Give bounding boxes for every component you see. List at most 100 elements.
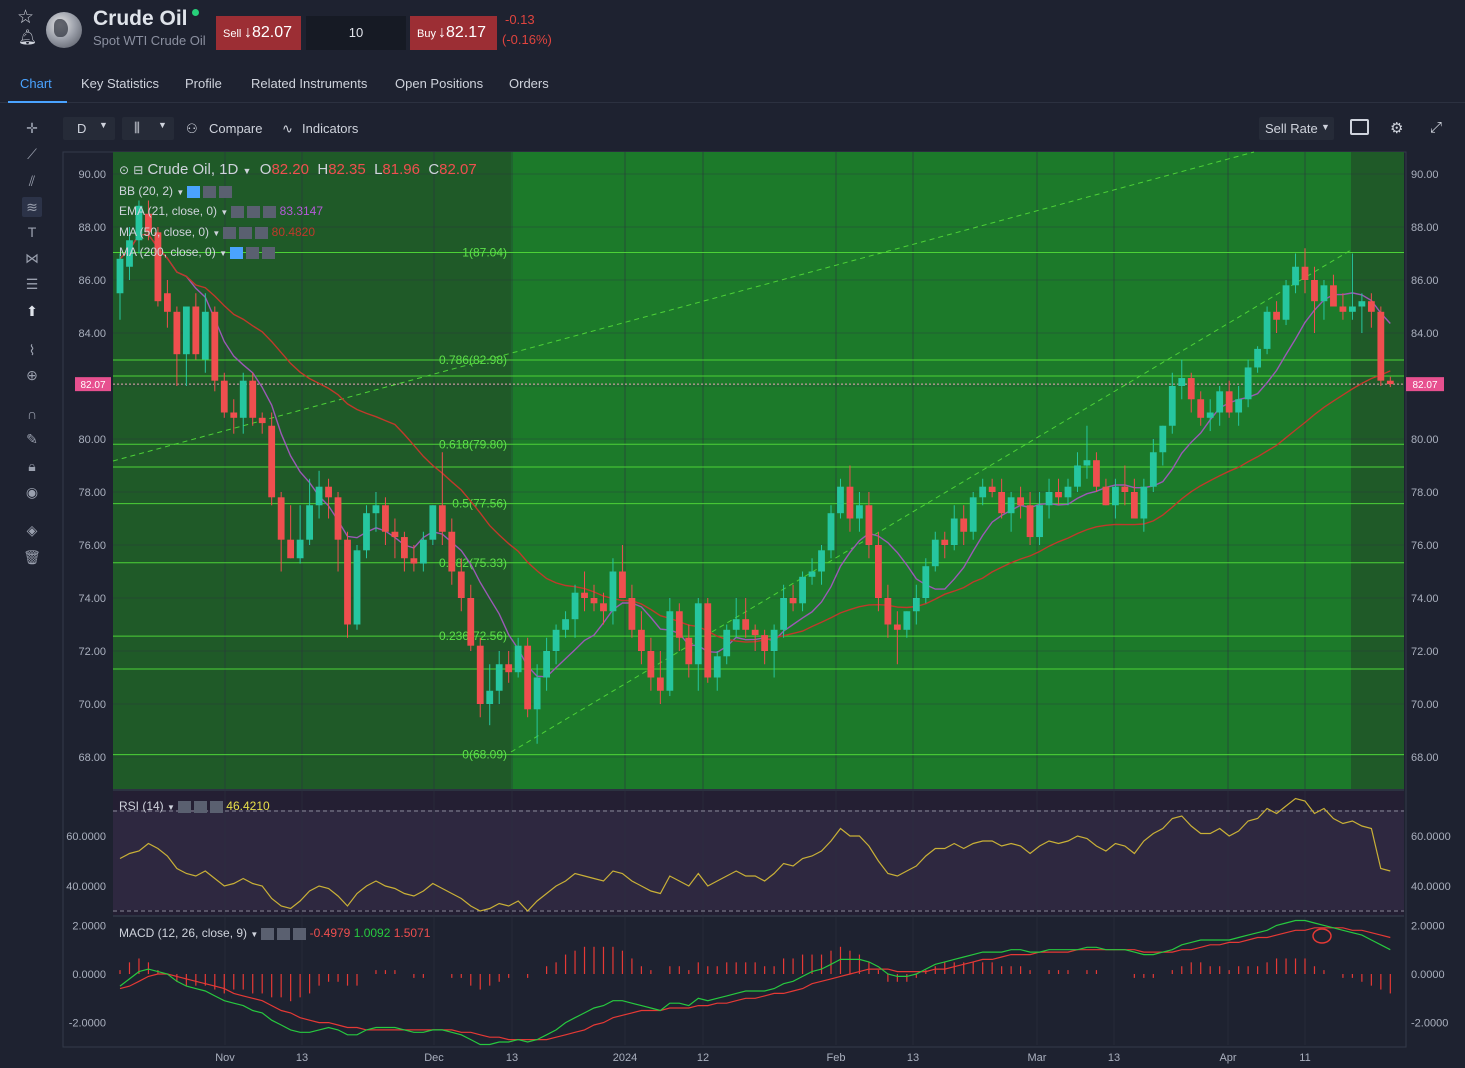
tab-open-positions[interactable]: Open Positions (395, 76, 484, 91)
fullscreen-icon[interactable]: ⤢ (1430, 119, 1443, 136)
candle-body (922, 566, 930, 598)
candle-body (1225, 391, 1233, 413)
tab-key-statistics[interactable]: Key Statistics (81, 76, 160, 91)
compare-button[interactable]: Compare (209, 121, 263, 136)
candle-body (1301, 266, 1309, 280)
indicators-icon: ∿ (282, 121, 293, 136)
bell-icon[interactable]: 🔔︎ (18, 29, 38, 46)
pencil-lock-icon[interactable]: ✎ (26, 431, 38, 447)
magnet-icon[interactable]: ∩ (26, 406, 38, 422)
chevron-down-icon: ▼ (158, 120, 167, 130)
quantity-input[interactable]: 10 (306, 16, 406, 50)
candle-body (495, 664, 503, 691)
y-tick-label: 68.00 (1411, 752, 1439, 764)
indicators-button[interactable]: Indicators (302, 121, 359, 136)
eye-icon[interactable]: ◉ (25, 484, 39, 500)
layers-icon[interactable]: ◈ (26, 522, 38, 538)
projection-icon[interactable]: ☰ (25, 276, 39, 292)
ma50-indicator[interactable]: MA (50, close, 0) ▼ 80.4820 (119, 225, 316, 239)
tab-chart[interactable]: Chart (20, 76, 52, 91)
fib-level-label: 0.786(82.98) (439, 353, 507, 367)
candle-body (666, 611, 674, 691)
bb-indicator[interactable]: BB (20, 2) ▼ (119, 184, 233, 198)
tab-related-instruments[interactable]: Related Instruments (251, 76, 368, 91)
candle-body (1159, 425, 1167, 453)
x-tick-label: Feb (827, 1052, 846, 1064)
candle-body (903, 611, 911, 630)
candle-body (1273, 311, 1280, 320)
hide-icon[interactable]: ⊟ (133, 163, 144, 177)
y-tick-label: 78.00 (1411, 487, 1439, 499)
fib-level-label: 0.5(77.56) (452, 497, 507, 511)
zoom-icon[interactable]: ⊕ (26, 367, 38, 383)
ema-indicator[interactable]: EMA (21, close, 0) ▼ 83.3147 (119, 204, 324, 218)
lock-icon[interactable]: 🔒︎ (28, 458, 36, 474)
text-icon[interactable]: T (27, 224, 37, 240)
candle-body (647, 651, 655, 678)
high-value: 82.35 (328, 161, 366, 178)
macd-tick-label: 0.0000 (1411, 969, 1445, 981)
candle-body (865, 505, 873, 545)
x-tick-label: 2024 (613, 1052, 637, 1064)
price-tag-right (1406, 377, 1444, 392)
candlestick-icon: ⫼ (134, 120, 140, 135)
arrow-up-icon[interactable]: ⬆ (26, 303, 38, 319)
candle-body (391, 531, 399, 538)
y-tick-label: 72.00 (78, 646, 106, 658)
tab-orders[interactable]: Orders (509, 76, 549, 91)
rate-select[interactable]: Sell Rate ▼ (1259, 117, 1334, 140)
fibonacci-icon[interactable]: ≋ (22, 197, 42, 217)
candle-body (742, 619, 750, 630)
candle-body (912, 598, 920, 612)
rsi-value: 46.4210 (226, 799, 270, 813)
candle-body (751, 629, 759, 636)
timeframe-select[interactable]: D ▼ (63, 117, 115, 140)
candle-body (419, 539, 427, 564)
macd-indicator[interactable]: MACD (12, 26, close, 9) ▼ -0.4979 1.0092… (119, 926, 431, 940)
trend-line-icon[interactable]: ⟋ (27, 146, 37, 162)
sell-button[interactable]: Sell ↓82.07 (216, 16, 301, 50)
chart-symbol[interactable]: Crude Oil, 1D (147, 161, 239, 178)
fib-level-label: 1(87.04) (462, 245, 507, 259)
instrument-header: ☆ 🔔︎ Crude Oil Spot WTI Crude Oil Sell ↓… (0, 0, 1465, 60)
candle-body (1055, 492, 1062, 498)
candle-body (1244, 367, 1252, 400)
candle-body (656, 677, 664, 691)
gear-icon[interactable]: ⚙ (1390, 120, 1404, 137)
ma50-value: 80.4820 (271, 225, 316, 239)
y-tick-label: 76.00 (78, 540, 106, 552)
ruler-icon[interactable]: ⌇ (28, 342, 36, 358)
x-tick-label: Mar (1028, 1052, 1047, 1064)
y-tick-label: 72.00 (1411, 646, 1439, 658)
tab-profile[interactable]: Profile (185, 76, 222, 91)
candle-body (761, 635, 769, 651)
trash-icon[interactable]: 🗑︎ (23, 549, 41, 565)
rsi-indicator[interactable]: RSI (14) ▼ 46.4210 (119, 799, 270, 813)
candle-body (1017, 497, 1024, 506)
candle-body (448, 531, 456, 572)
candle-body (1130, 492, 1138, 519)
candle-body (675, 611, 683, 638)
market-status-dot (192, 9, 199, 16)
chart-type-select[interactable]: ⫼ ▼ (122, 117, 174, 140)
x-tick-label: 13 (296, 1052, 308, 1064)
macd-signal-line (119, 927, 1391, 1041)
y-tick-label: 90.00 (1411, 169, 1439, 181)
candle-body (1074, 465, 1081, 487)
active-tab-indicator (8, 101, 67, 103)
parallel-channel-icon[interactable]: ⫽ (28, 173, 36, 189)
candle-body (1140, 486, 1148, 519)
macd-tick-label: -2.0000 (1411, 1018, 1448, 1030)
collapse-icon[interactable]: ⊙ (119, 163, 130, 177)
layout-icon[interactable] (1350, 119, 1369, 135)
ma200-indicator[interactable]: MA (200, close, 0) ▼ (119, 245, 275, 259)
pattern-icon[interactable]: ⋈ (25, 250, 39, 266)
buy-button[interactable]: Buy ↓82.17 (410, 16, 497, 50)
candle-body (201, 311, 209, 360)
candle-body (486, 690, 494, 704)
crosshair-icon[interactable]: ✛ (26, 120, 38, 136)
candle-body (429, 505, 437, 540)
x-tick-label: Nov (215, 1052, 235, 1064)
star-icon[interactable]: ☆ (17, 7, 35, 28)
